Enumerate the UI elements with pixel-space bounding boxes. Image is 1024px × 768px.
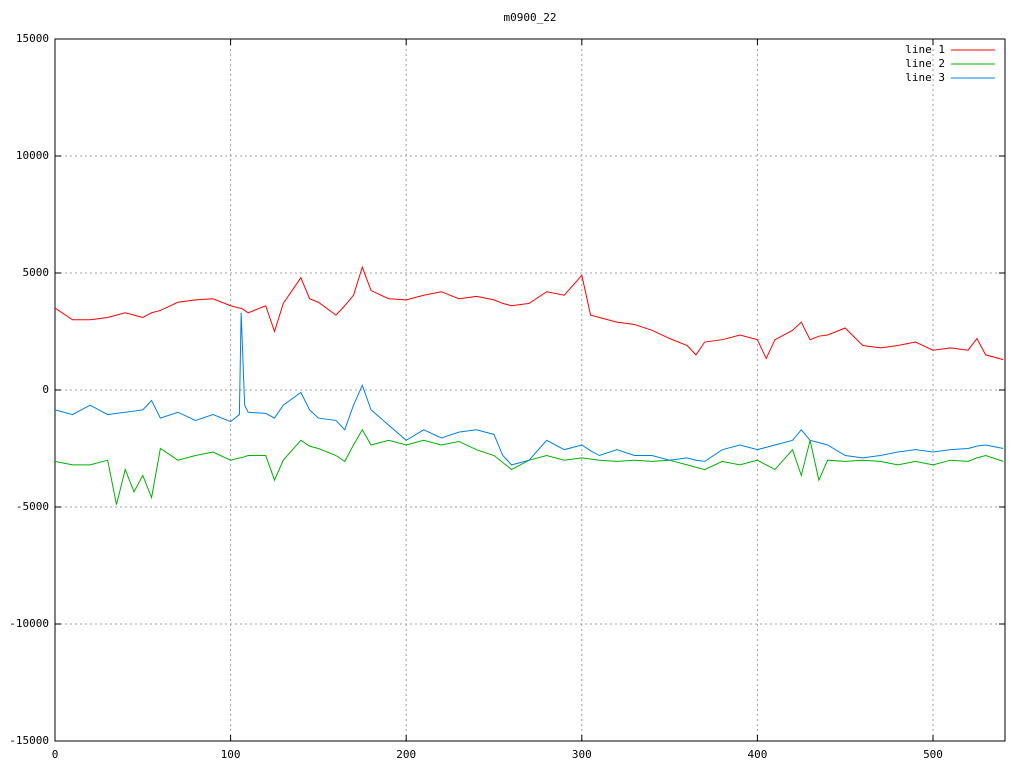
y-tick-label: 15000 [16,32,49,45]
y-tick-label: 5000 [23,266,50,279]
legend-label: line 3 [905,71,945,84]
x-tick-label: 200 [396,748,416,761]
legend-label: line 2 [905,57,945,70]
y-tick-label: -15000 [9,734,49,747]
chart-title: m0900_22 [504,11,557,24]
y-tick-label: -10000 [9,617,49,630]
x-tick-label: 0 [52,748,59,761]
legend-label: line 1 [905,43,945,56]
plot-frame [54,38,1006,742]
x-tick-label: 500 [923,748,943,761]
y-tick-label: 10000 [16,149,49,162]
series-line [54,312,1004,466]
series-line [54,265,1004,361]
x-tick-label: 100 [221,748,241,761]
series-line [54,428,1004,505]
x-tick-label: 300 [572,748,592,761]
y-tick-label: -5000 [16,500,49,513]
y-tick-label: 0 [42,383,49,396]
x-tick-label: 400 [747,748,767,761]
